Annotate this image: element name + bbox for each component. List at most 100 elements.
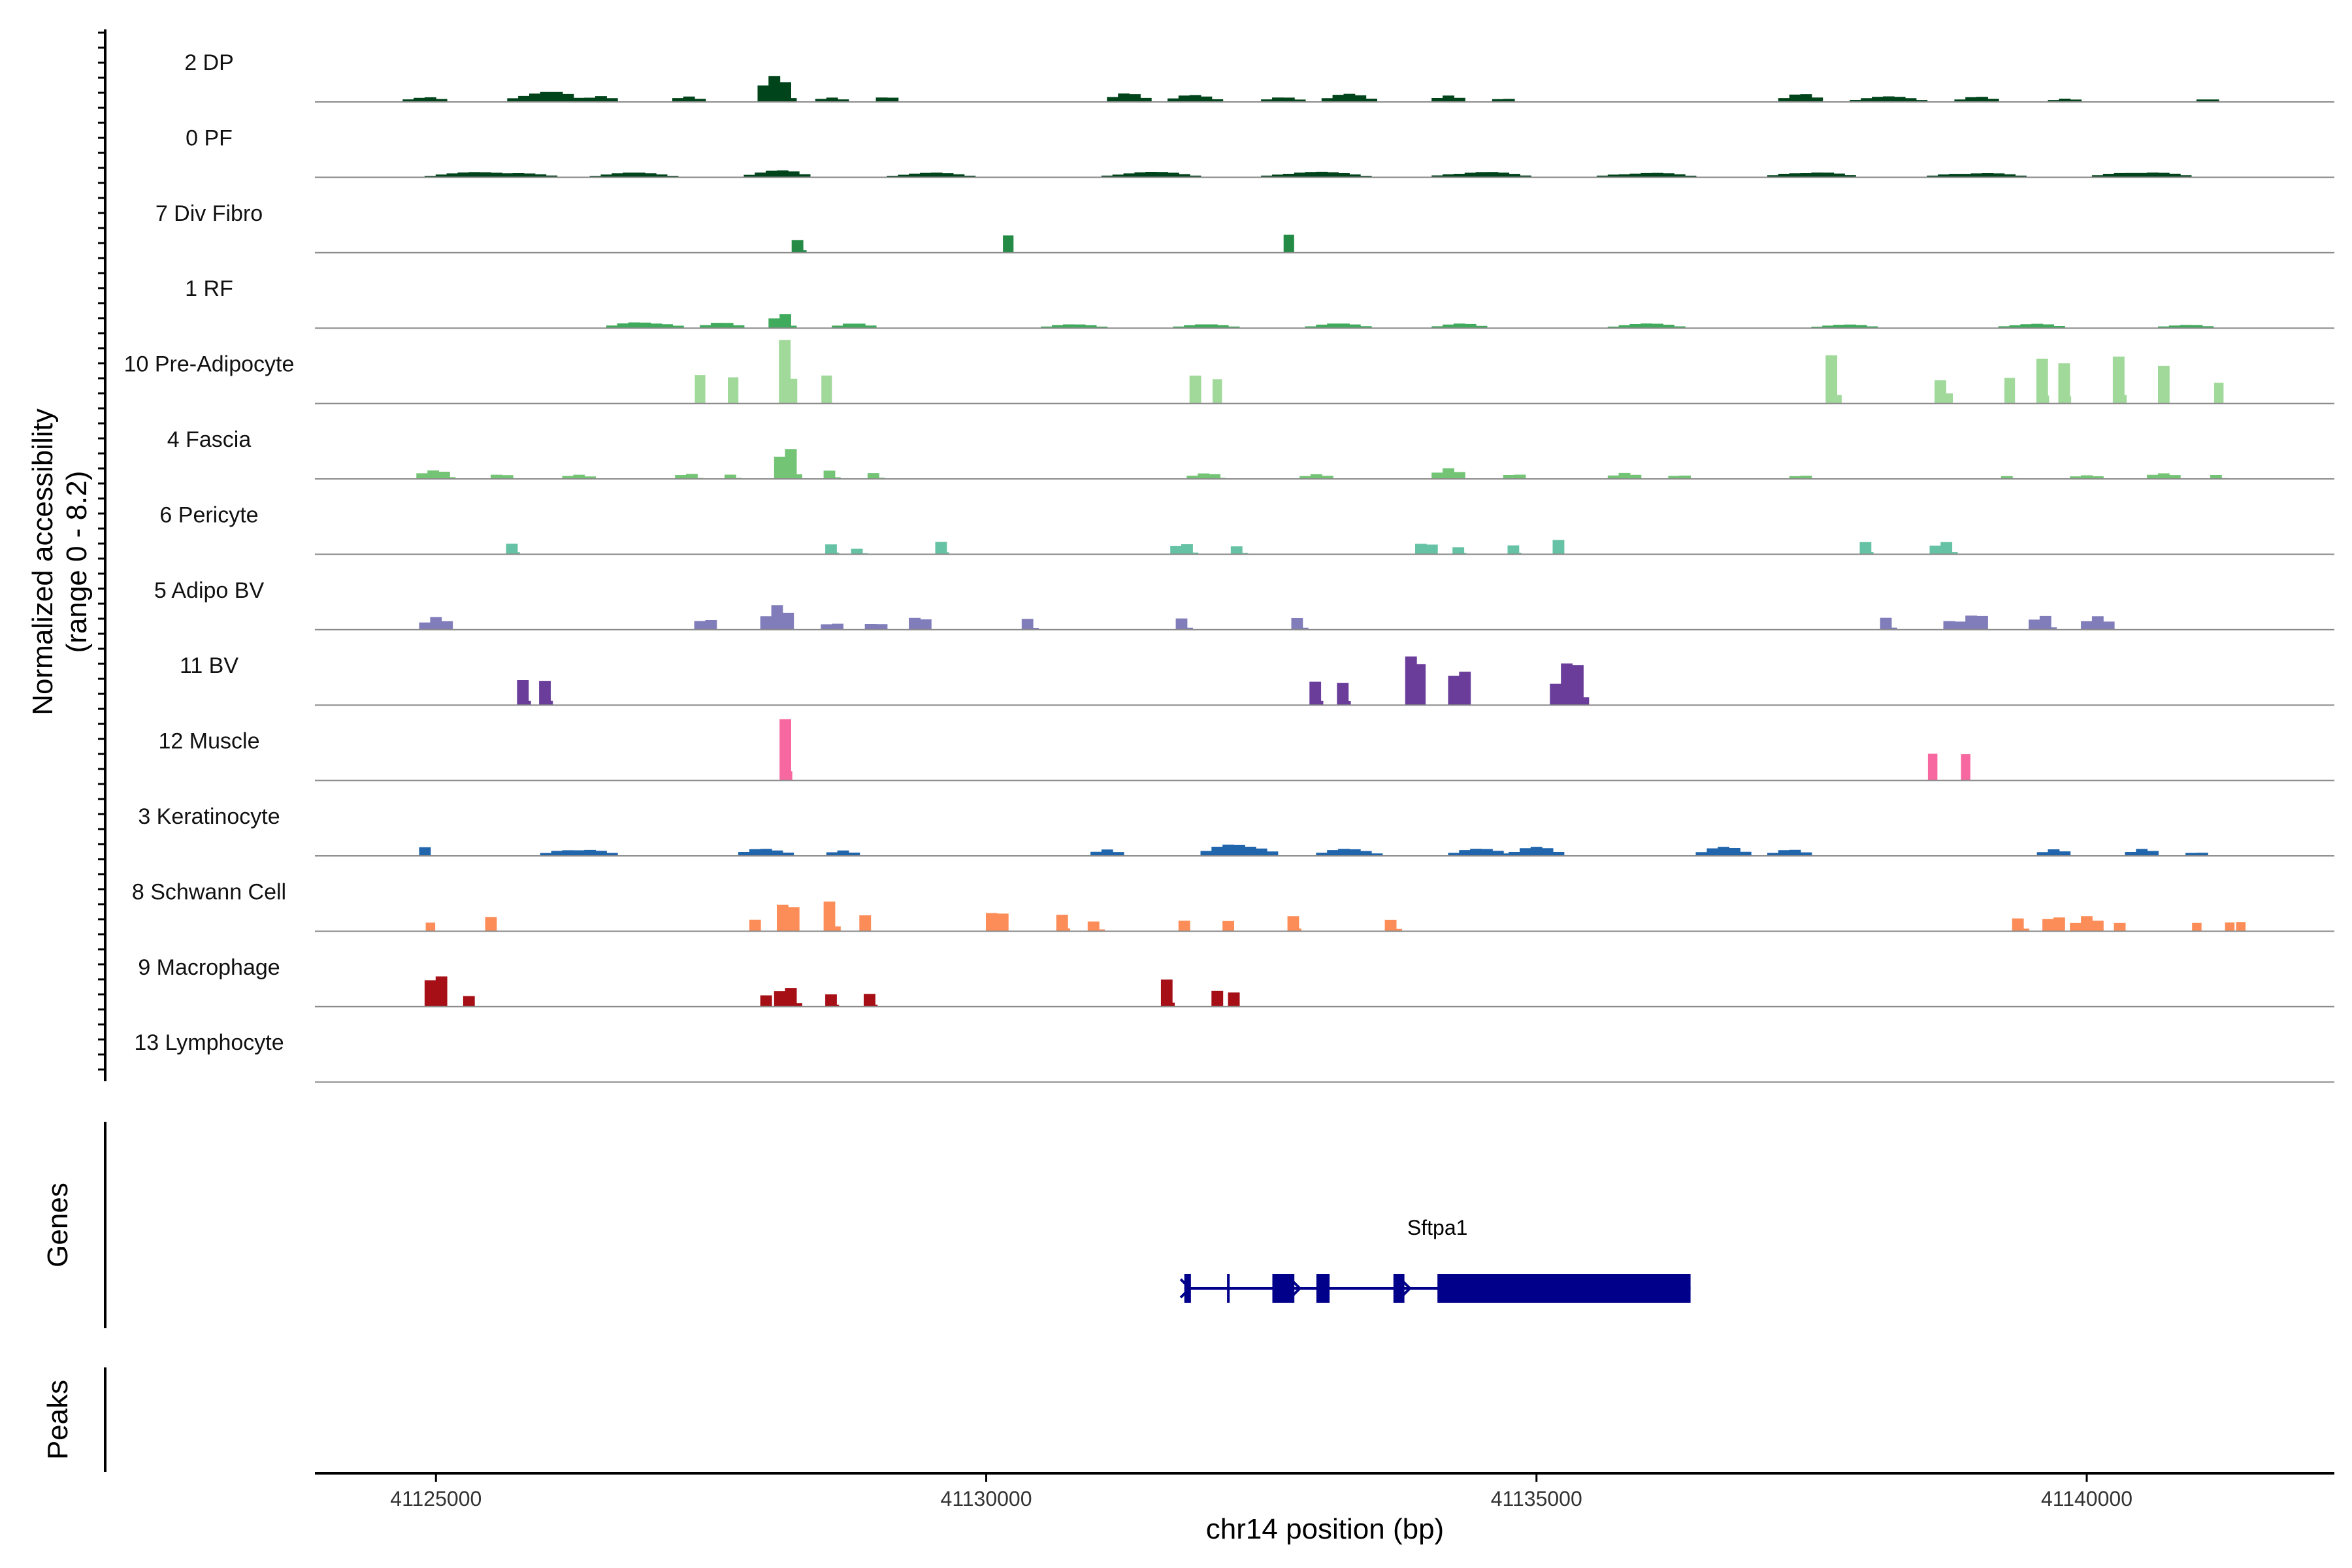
coverage-peak	[416, 470, 456, 480]
coverage-peak	[768, 314, 797, 329]
coverage-peak	[821, 375, 832, 404]
track-label: 4 Fascia	[167, 427, 252, 452]
coverage-peak	[1178, 921, 1190, 932]
coverage-peak	[1405, 656, 1426, 706]
coverage-peak	[1003, 235, 1014, 253]
track-6-pericyte: 6 Pericyte	[159, 502, 2334, 555]
coverage-peak	[1189, 375, 1201, 404]
coverage-peak	[1431, 172, 1531, 178]
coverage-peak	[749, 919, 761, 932]
coverage-peak	[584, 96, 618, 103]
coverage-peak	[1337, 683, 1351, 706]
coverage-peak	[821, 623, 843, 630]
coverage-tracks: 2 DP 0 PF 7 Div Fibro 1 RF 10 Pre-Adipocyte 4…	[124, 50, 2334, 1083]
coverage-peak	[1550, 663, 1590, 706]
coverage-peak	[1431, 323, 1488, 329]
coverage-peak	[728, 377, 739, 404]
coverage-peak	[485, 917, 497, 932]
coverage-peak	[760, 605, 794, 630]
coverage-peak	[1927, 173, 2027, 178]
strand-arrow	[1179, 1278, 1192, 1299]
coverage-peak	[1287, 916, 1301, 932]
coverage-peak	[606, 322, 684, 329]
track-label: 10 Pre-Adipocyte	[124, 352, 295, 377]
coverage-peak	[1228, 992, 1240, 1007]
coverage-peak	[2012, 918, 2030, 932]
coverage-peak	[2112, 356, 2127, 404]
coverage-peak	[507, 91, 585, 103]
coverage-peak	[1954, 97, 1999, 103]
coverage-peak	[1943, 621, 1967, 630]
coverage-peak	[1186, 473, 1226, 480]
y-axis-range: (range 0 - 8.2)	[61, 471, 93, 653]
coverage-peak	[1607, 472, 1642, 480]
track-0-pf: 0 PF	[186, 125, 2334, 178]
coverage-peak	[2048, 99, 2082, 103]
coverage-peak	[2192, 923, 2202, 932]
coverage-peak	[1211, 990, 1224, 1007]
coverage-peak	[1859, 542, 1874, 555]
coverage-peak	[1175, 618, 1193, 630]
coverage-peak	[851, 548, 868, 555]
coverage-peak	[2158, 365, 2170, 404]
coverage-peak	[779, 340, 798, 404]
coverage-peak	[2058, 363, 2072, 404]
track-label: 12 Muscle	[159, 729, 260, 754]
coverage-peak	[1961, 754, 1970, 781]
coverage-peak	[738, 849, 794, 857]
strand-arrow	[1290, 1278, 1302, 1299]
coverage-peak	[2236, 922, 2246, 932]
coverage-peak	[2004, 378, 2016, 404]
coverage-peak	[2081, 616, 2115, 630]
coverage-peak	[1415, 544, 1438, 555]
coverage-peak	[1056, 915, 1070, 932]
coverage-peak	[1767, 172, 1856, 178]
track-label: 13 Lymphocyte	[134, 1030, 284, 1055]
track-label: 5 Adipo BV	[154, 578, 265, 603]
track-label: 1 RF	[185, 276, 233, 301]
gene-exon	[1393, 1274, 1405, 1303]
coverage-peak	[1283, 235, 1294, 253]
coverage-peak	[777, 904, 800, 932]
coverage-peak	[832, 323, 877, 329]
track-label: 11 BV	[180, 653, 238, 678]
coverage-peak	[1811, 324, 1878, 329]
coverage-peak	[867, 473, 885, 480]
coverage-peak	[2225, 922, 2235, 932]
genes-panel: Genes Sftpa1	[42, 1122, 1691, 1328]
coverage-peak	[1213, 379, 1222, 404]
track-3-keratinocyte: 3 Keratinocyte	[138, 804, 2334, 857]
gene-exon	[1316, 1274, 1330, 1303]
coverage-peak	[1927, 753, 1938, 781]
coverage-peak	[2147, 473, 2181, 480]
coverage-peak	[1200, 844, 1279, 857]
coverage-peak	[1170, 544, 1199, 555]
track-label: 3 Keratinocyte	[138, 804, 280, 829]
coverage-peak	[2213, 382, 2224, 404]
coverage-peak	[1778, 94, 1823, 103]
coverage-peak	[2070, 475, 2104, 480]
x-tick-label: 41140000	[2041, 1487, 2132, 1511]
coverage-peak	[1041, 324, 1108, 329]
coverage-peak	[1305, 323, 1372, 329]
coverage-peak	[774, 988, 802, 1007]
coverage-peak	[1261, 97, 1306, 103]
coverage-peak	[1222, 921, 1234, 932]
x-tick-label: 41125000	[390, 1487, 482, 1511]
genes-axis-title: Genes	[42, 1183, 74, 1267]
x-tick-label: 41135000	[1491, 1487, 1582, 1511]
coverage-peak	[1825, 355, 1842, 404]
y-axis	[98, 29, 106, 1081]
coverage-peak	[1596, 172, 1697, 178]
y-axis-title: Normalized accessibility	[27, 408, 59, 715]
coverage-peak	[1607, 323, 1686, 329]
coverage-peak	[2114, 923, 2126, 932]
gene-label: Sftpa1	[1407, 1216, 1468, 1239]
track-label: 0 PF	[186, 125, 233, 150]
coverage-peak	[1507, 545, 1522, 555]
coverage-peak	[1850, 96, 1928, 103]
coverage-peak	[1299, 474, 1333, 480]
coverage-peak	[2036, 849, 2071, 857]
coverage-peak	[1452, 547, 1467, 555]
